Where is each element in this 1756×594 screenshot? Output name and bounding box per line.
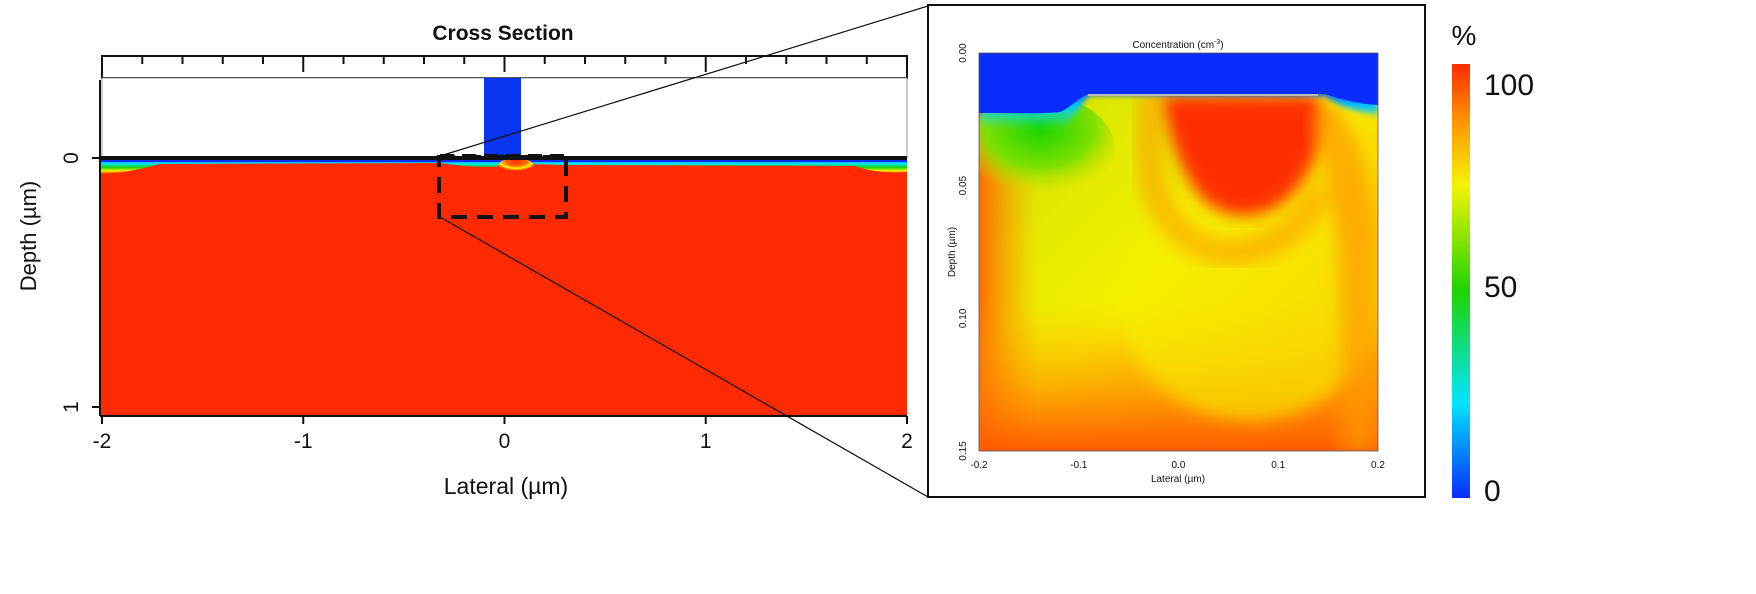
inset-x-tick-label: 0.2: [1371, 460, 1385, 471]
left-x-tick-label: 0: [499, 430, 511, 453]
inset-y-tick-label: 0.10: [958, 308, 969, 328]
inset-panel: Concentration (cm-3) -0.2 -0.1 0.0 0.1 0.2 0…: [927, 4, 1426, 498]
inset-x-tick-label: -0.2: [970, 460, 988, 471]
left-x-ticks: -2 -1 0 1 2: [93, 416, 913, 453]
inset-title: Concentration (cm-3): [1132, 39, 1223, 51]
colorbar-tick-100: 100: [1484, 69, 1534, 102]
zoom-connector-top: [439, 5, 929, 157]
substrate-map: [100, 158, 907, 416]
left-x-tick-label: -1: [294, 430, 313, 453]
left-y-tick-1: 1: [60, 401, 83, 413]
colorbar-tick-50: 50: [1484, 271, 1517, 304]
left-y-label: Depth (µm): [16, 181, 41, 291]
cross-section-panel: Cross Section 0 1 Depth (µm) -2 -1 0 1 2 Lat…: [16, 22, 913, 499]
colorbar-tick-0: 0: [1484, 475, 1501, 508]
inset-contour-map: [978, 52, 1379, 452]
zoom-box: [437, 155, 568, 219]
colorbar: % 100 50 0: [1452, 20, 1535, 508]
inset-x-tick-label: 0.0: [1172, 460, 1186, 471]
junction-bulb: [498, 158, 534, 174]
left-x-label: Lateral (µm): [444, 473, 568, 499]
inset-x-tick-label: 0.1: [1271, 460, 1285, 471]
inset-y-tick-label: 0.05: [958, 175, 969, 195]
inset-y-tick-label: 0.00: [958, 43, 969, 63]
ruler-ticks: [141, 56, 868, 72]
colorbar-gradient: [1452, 64, 1470, 498]
inset-x-label: Lateral (µm): [1151, 474, 1205, 485]
colorbar-unit: %: [1452, 20, 1477, 51]
inset-y-ticks: 0.00 0.05 0.10 0.15: [958, 43, 969, 461]
left-y-tick-0: 0: [60, 152, 83, 164]
inset-y-tick-label: 0.15: [958, 441, 969, 461]
inset-y-label: Depth (µm): [947, 227, 958, 277]
cross-section-title: Cross Section: [432, 22, 573, 45]
gate-contact: [484, 78, 521, 158]
inset-x-tick-label: -0.1: [1070, 460, 1088, 471]
inset-x-ticks: -0.2 -0.1 0.0 0.1 0.2: [970, 460, 1385, 471]
left-x-tick-label: -2: [93, 430, 112, 453]
zoom-connector-bottom: [439, 216, 929, 498]
left-x-tick-label: 2: [901, 430, 913, 453]
left-x-tick-label: 1: [700, 430, 712, 453]
